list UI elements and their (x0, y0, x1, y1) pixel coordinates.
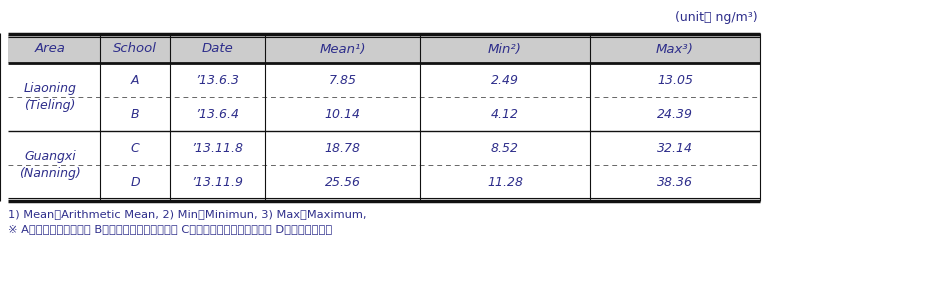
Text: (unit： ng/m³): (unit： ng/m³) (675, 11, 758, 24)
Text: 10.14: 10.14 (325, 108, 361, 121)
Text: Mean¹): Mean¹) (319, 42, 365, 55)
Text: A: A (131, 73, 140, 86)
Text: B: B (130, 108, 140, 121)
Text: 13.05: 13.05 (657, 73, 693, 86)
Text: Date: Date (202, 42, 233, 55)
Text: ’13.11.9: ’13.11.9 (192, 175, 244, 189)
Text: 38.36: 38.36 (657, 175, 693, 189)
Text: Liaoning
(Tieling): Liaoning (Tieling) (24, 82, 76, 112)
Text: School: School (113, 42, 157, 55)
Text: ’13.11.8: ’13.11.8 (192, 141, 244, 154)
Text: Max³): Max³) (656, 42, 694, 55)
Text: C: C (130, 141, 140, 154)
Text: ’13.6.3: ’13.6.3 (195, 73, 240, 86)
Text: 7.85: 7.85 (329, 73, 357, 86)
Text: 24.39: 24.39 (657, 108, 693, 121)
Text: 4.12: 4.12 (491, 108, 519, 121)
Text: Min²): Min²) (488, 42, 522, 55)
Text: 1) Mean：Arithmetic Mean, 2) Min：Minimun, 3) Max：Maximum,: 1) Mean：Arithmetic Mean, 2) Min：Minimun,… (8, 209, 366, 219)
Text: Area: Area (35, 42, 65, 55)
Text: 8.52: 8.52 (491, 141, 519, 154)
Text: 25.56: 25.56 (325, 175, 361, 189)
Text: Guangxi
(Nanning): Guangxi (Nanning) (19, 150, 81, 180)
Text: 2.49: 2.49 (491, 73, 519, 86)
Text: 32.14: 32.14 (657, 141, 693, 154)
Text: 18.78: 18.78 (325, 141, 361, 154)
Text: ’13.6.4: ’13.6.4 (195, 108, 240, 121)
Text: ※ A：清河區第一小學， B：楊木林子鄉中心小學， C：廣西醫科大學附屬小學， D：城關第一小學: ※ A：清河區第一小學， B：楊木林子鄉中心小學， C：廣西醫科大學附屬小學， … (8, 224, 332, 234)
Text: 11.28: 11.28 (487, 175, 523, 189)
Bar (8, 35, 760, 63)
Text: D: D (130, 175, 140, 189)
